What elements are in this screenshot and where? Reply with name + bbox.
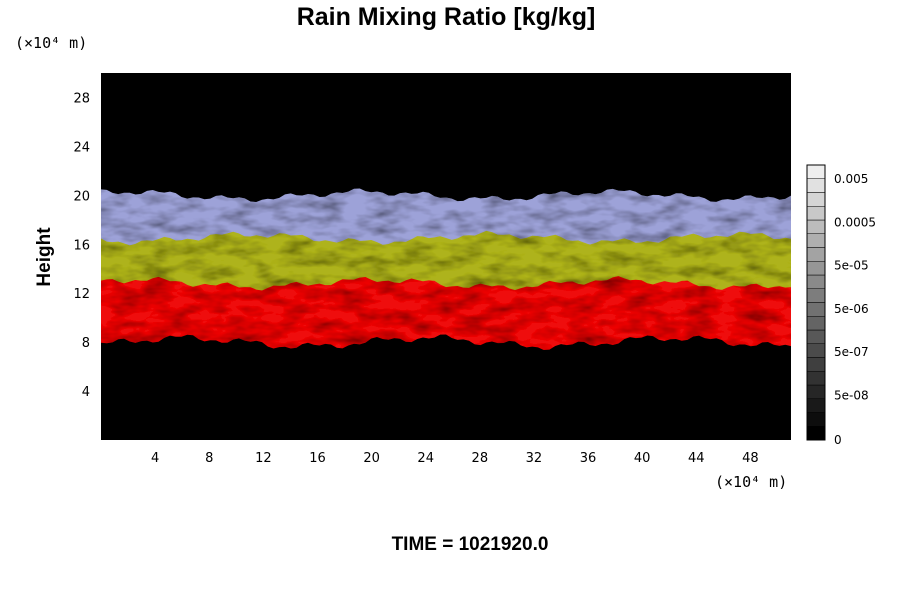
- colorbar-label: 0: [834, 433, 842, 447]
- colorbar-swatch: [806, 343, 826, 358]
- colorbar-swatch: [806, 398, 826, 413]
- x-tick-label: 8: [205, 451, 213, 466]
- colorbar-swatch: [806, 316, 826, 331]
- chart-title: Rain Mixing Ratio [kg/kg]: [297, 3, 596, 31]
- colorbar-swatch: [806, 384, 826, 399]
- colorbar-label: 5e-05: [834, 259, 869, 273]
- x-tick-label: 24: [417, 451, 434, 466]
- field-layer: [101, 276, 791, 350]
- y-axis-ticks: 4 8 12 16 20 24 28: [73, 91, 90, 400]
- colorbar-label: 5e-07: [834, 345, 869, 359]
- x-tick-label: 28: [472, 451, 489, 466]
- x-tick-label: 48: [742, 451, 759, 466]
- colorbar-swatch: [806, 302, 826, 317]
- colorbar-swatch: [806, 206, 826, 221]
- colorbar-swatch: [806, 247, 826, 262]
- x-tick-label: 16: [309, 451, 326, 466]
- colorbar: [806, 164, 826, 441]
- colorbar-swatch: [806, 233, 826, 248]
- y-axis-unit: (×10⁴ m): [15, 34, 87, 52]
- y-tick-label: 4: [82, 385, 90, 400]
- colorbar-label: 5e-08: [834, 389, 869, 403]
- colorbar-label: 0.005: [834, 172, 868, 186]
- colorbar-swatch: [806, 288, 826, 303]
- colorbar-swatch: [806, 178, 826, 193]
- x-tick-label: 12: [255, 451, 272, 466]
- colorbar-swatch: [806, 192, 826, 207]
- colorbar-label: 5e-06: [834, 302, 869, 316]
- colorbar-swatch: [806, 412, 826, 427]
- y-tick-label: 24: [73, 140, 90, 155]
- colorbar-swatch: [806, 357, 826, 372]
- colorbar-swatch: [806, 426, 826, 441]
- x-axis-unit: (×10⁴ m): [715, 473, 787, 491]
- y-tick-label: 20: [73, 189, 90, 204]
- colorbar-labels: 0.005 0.0005 5e-05 5e-06 5e-07 5e-08 0: [834, 172, 876, 447]
- colorbar-frame: [806, 164, 826, 441]
- x-tick-label: 40: [634, 451, 651, 466]
- x-tick-label: 36: [580, 451, 597, 466]
- colorbar-swatch: [806, 219, 826, 234]
- x-tick-label: 4: [151, 451, 159, 466]
- colorbar-label: 0.0005: [834, 215, 876, 229]
- colorbar-swatch: [806, 371, 826, 386]
- y-axis-label: Height: [34, 227, 55, 287]
- y-tick-label: 16: [73, 238, 90, 253]
- x-tick-label: 44: [688, 451, 705, 466]
- y-tick-label: 28: [73, 91, 90, 106]
- colorbar-swatch: [806, 261, 826, 276]
- x-tick-label: 32: [526, 451, 543, 466]
- y-tick-label: 8: [82, 336, 90, 351]
- colorbar-swatch: [806, 329, 826, 344]
- time-label: TIME = 1021920.0: [392, 534, 549, 555]
- field-layers: [101, 188, 791, 350]
- x-axis-ticks: 4 8 12 16 20 24 28 32 36 40 44 48: [151, 451, 759, 466]
- x-tick-label: 20: [363, 451, 380, 466]
- y-tick-label: 12: [73, 287, 90, 302]
- colorbar-swatch: [806, 164, 826, 179]
- colorbar-swatch: [806, 274, 826, 289]
